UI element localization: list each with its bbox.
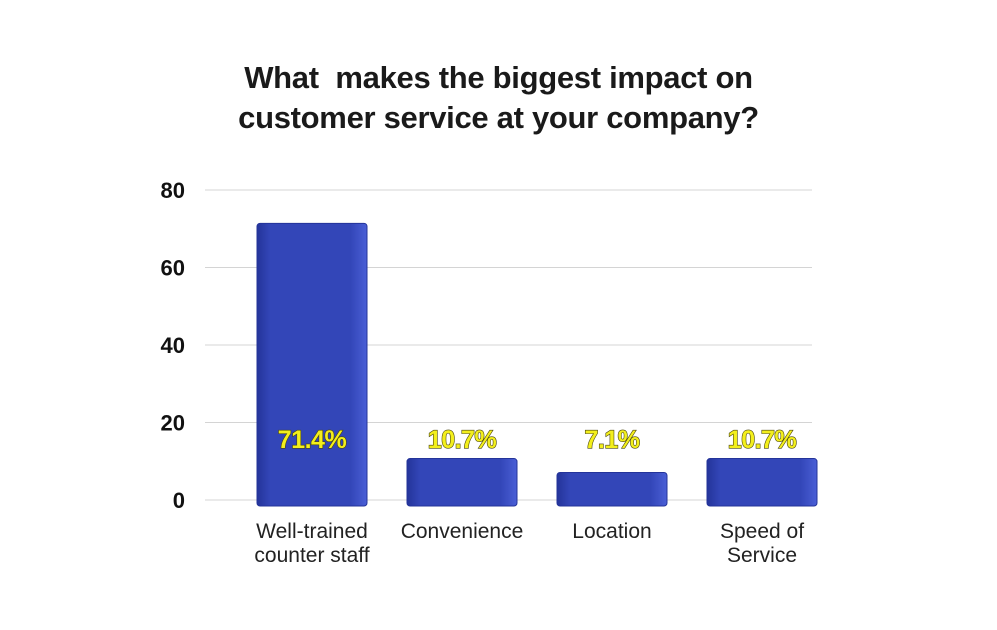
data-label: 10.7% [428,426,497,454]
bar [256,222,368,507]
y-tick-label: 0 [173,488,185,513]
data-label: 7.1% [585,426,640,454]
chart-title-line-1: What makes the biggest impact on [244,60,753,95]
data-label: 71.4% [278,426,347,454]
y-tick-label: 20 [161,411,185,436]
bar [406,458,518,507]
y-tick-label: 60 [161,256,185,281]
chart-title: What makes the biggest impact on custome… [0,58,997,138]
chart-title-line-2: customer service at your company? [238,100,759,135]
y-tick-label: 40 [161,333,185,358]
x-tick-label: Speed of Service [720,520,804,567]
x-tick-label: Convenience [401,520,524,543]
y-tick-label: 80 [161,178,185,203]
bar [556,471,668,507]
x-tick-label: Well-trained counter staff [254,520,369,567]
data-label: 10.7% [728,426,797,454]
bar [706,458,818,507]
x-tick-label: Location [572,520,651,543]
